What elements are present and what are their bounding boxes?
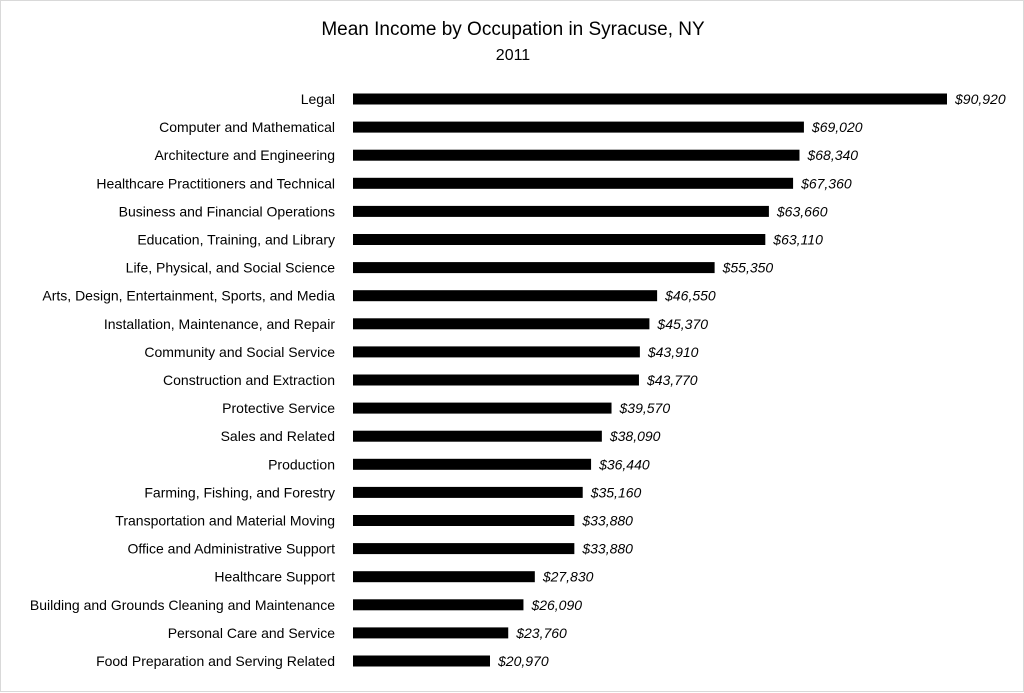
category-label: Installation, Maintenance, and Repair: [104, 316, 335, 332]
bar: [353, 318, 650, 330]
bars-group: Legal $90,920 Computer and Mathematical $69…: [30, 91, 1006, 669]
value-label: $39,570: [619, 400, 671, 416]
value-label: $26,090: [530, 597, 582, 613]
bar: [353, 599, 524, 611]
chart-subtitle: 2011: [496, 47, 531, 64]
category-label: Farming, Fishing, and Forestry: [144, 484, 335, 500]
value-label: $33,880: [581, 541, 633, 557]
bar: [353, 234, 766, 245]
category-label: Legal: [301, 91, 335, 107]
category-label: Computer and Mathematical: [159, 119, 335, 135]
category-label: Architecture and Engineering: [154, 147, 335, 163]
bar: [353, 458, 592, 470]
category-label: Transportation and Material Moving: [115, 513, 335, 529]
bar: [353, 262, 715, 274]
category-label: Community and Social Service: [144, 344, 335, 360]
category-label: Building and Grounds Cleaning and Mainte…: [30, 597, 335, 613]
category-label: Arts, Design, Entertainment, Sports, and…: [42, 288, 335, 304]
category-label: Office and Administrative Support: [127, 541, 335, 557]
value-label: $63,660: [776, 203, 828, 219]
value-label: $36,440: [598, 456, 650, 472]
value-label: $23,760: [515, 625, 567, 641]
category-label: Sales and Related: [221, 428, 335, 444]
value-label: $63,110: [772, 232, 823, 248]
category-label: Personal Care and Service: [168, 625, 336, 641]
bar: [353, 205, 769, 217]
bar: [353, 290, 658, 302]
category-label: Business and Financial Operations: [119, 203, 335, 219]
value-label: $43,910: [647, 344, 699, 360]
bar: [353, 149, 800, 161]
bar: [353, 121, 804, 133]
bar: [353, 402, 612, 414]
bar: [353, 430, 602, 442]
value-label: $45,370: [656, 316, 708, 332]
chart-title: Mean Income by Occupation in Syracuse, N…: [321, 19, 705, 40]
bar: [353, 515, 575, 526]
value-label: $38,090: [609, 428, 661, 444]
bar: [353, 374, 639, 386]
category-label: Healthcare Support: [214, 569, 335, 585]
category-label: Production: [268, 456, 335, 472]
value-label: $46,550: [664, 288, 716, 304]
value-label: $67,360: [800, 175, 852, 191]
value-label: $27,830: [542, 569, 594, 585]
bar: [353, 93, 947, 105]
bar: [353, 346, 640, 358]
value-label: $35,160: [590, 484, 642, 500]
category-label: Life, Physical, and Social Science: [126, 260, 336, 276]
value-label: $55,350: [722, 260, 774, 276]
value-label: $90,920: [954, 91, 1006, 107]
category-label: Food Preparation and Serving Related: [96, 653, 335, 669]
value-label: $69,020: [811, 119, 863, 135]
value-label: $43,770: [646, 372, 698, 388]
bar: [353, 655, 491, 667]
category-label: Construction and Extraction: [163, 372, 335, 388]
category-label: Protective Service: [222, 400, 335, 416]
value-label: $33,880: [581, 513, 633, 529]
value-label: $68,340: [806, 147, 858, 163]
category-label: Education, Training, and Library: [137, 232, 335, 248]
bar: [353, 571, 535, 583]
bar: [353, 177, 794, 189]
bar: [353, 486, 583, 498]
category-label: Healthcare Practitioners and Technical: [96, 175, 335, 191]
value-label: $20,970: [497, 653, 549, 669]
bar: [353, 543, 575, 555]
bar: [353, 627, 509, 639]
